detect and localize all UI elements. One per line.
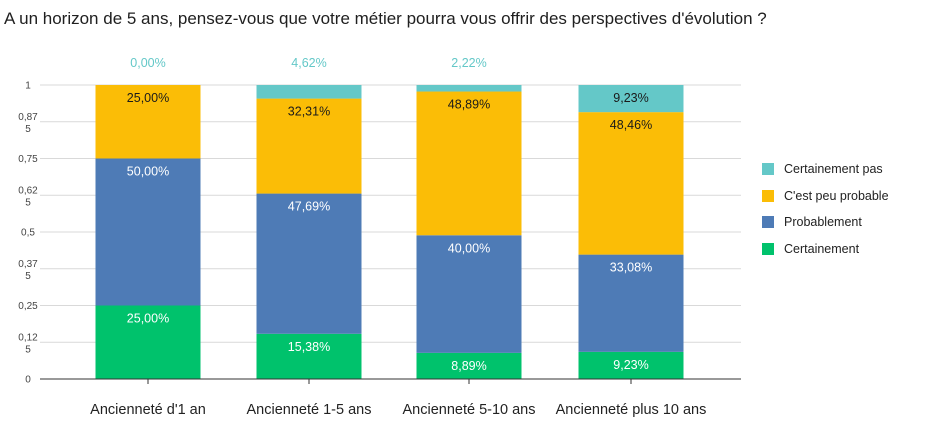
y-tick-label: 0,75 (18, 154, 38, 165)
data-label: 8,89% (451, 359, 486, 373)
data-label: 33,08% (610, 261, 652, 275)
legend-label: Probablement (784, 215, 862, 230)
y-tick-label-line: 5 (25, 124, 31, 135)
bar-segment (256, 98, 362, 194)
chart-title: A un horizon de 5 ans, pensez-vous que v… (4, 9, 767, 28)
bar-segment (578, 85, 684, 113)
legend-swatch (762, 216, 774, 229)
y-tick-label: 1 (25, 81, 31, 92)
x-tick-label: Ancienneté plus 10 ans (556, 402, 707, 418)
bar-segment (578, 112, 684, 255)
data-label: 25,00% (127, 312, 169, 326)
data-label: 47,69% (288, 200, 330, 214)
x-axis: Ancienneté d'1 an Ancienneté 1-5 ans Ancie… (40, 378, 741, 418)
legend-label: Certainement (784, 241, 860, 256)
x-tick-label: Ancienneté d'1 an (90, 402, 206, 418)
bar-segment (578, 254, 684, 352)
data-label: 2,22% (451, 56, 486, 70)
y-tick-label-line: 0,12 (18, 332, 38, 343)
data-label: 50,00% (127, 165, 169, 179)
data-label: 25,00% (127, 91, 169, 105)
y-tick-label: 0,12 5 (18, 332, 38, 355)
bar-segment (95, 305, 201, 379)
y-tick-label-line: 5 (25, 197, 31, 208)
x-tick-label: Ancienneté 5-10 ans (402, 402, 535, 418)
bar-segment (256, 193, 362, 334)
data-label: 15,38% (288, 340, 330, 354)
bar-segment (416, 352, 522, 379)
y-tick-label: 0,37 5 (18, 259, 38, 282)
y-tick-label: 0,5 (21, 228, 35, 239)
data-labels: 25,00% 50,00% 25,00% 0,00% 15,38% 47,69% 32,31… (127, 56, 652, 373)
data-label: 32,31% (288, 105, 330, 119)
y-tick-label-line: 5 (25, 271, 31, 282)
bar-segment (416, 235, 522, 353)
bars (95, 85, 684, 379)
data-label: 48,46% (610, 118, 652, 132)
y-axis-ticks: 00,12 50,250,37 50,50,62 50,750,87 51 (18, 81, 38, 386)
data-label: 9,23% (613, 91, 648, 105)
data-label: 9,23% (613, 358, 648, 372)
legend: Certainement pas C'est peu probable Probab… (762, 156, 889, 262)
y-tick-label-line: 0,62 (18, 185, 38, 196)
bar-segment (95, 85, 201, 159)
legend-swatch (762, 189, 774, 202)
data-label: 48,89% (448, 98, 490, 112)
legend-swatch (762, 242, 774, 255)
y-tick-label-line: 0,37 (18, 259, 38, 270)
y-tick-label: 0,87 5 (18, 112, 38, 135)
y-tick-label-line: 0,87 (18, 112, 38, 123)
data-label: 0,00% (130, 56, 165, 70)
legend-swatch (762, 163, 774, 176)
legend-label: C'est peu probable (784, 188, 889, 203)
legend-item: Certainement pas (762, 156, 889, 183)
bar-segment (256, 85, 362, 99)
data-label: 4,62% (291, 56, 326, 70)
y-tick-label: 0 (25, 375, 31, 386)
x-tick-label: Ancienneté 1-5 ans (247, 402, 372, 418)
bar-segment (95, 158, 201, 306)
bar-segment (416, 85, 522, 92)
legend-item: Probablement (762, 209, 889, 236)
legend-item: C'est peu probable (762, 183, 889, 210)
y-tick-label-line: 5 (25, 344, 31, 355)
y-tick-label: 0,25 (18, 301, 38, 312)
y-tick-label: 0,62 5 (18, 185, 38, 208)
legend-label: Certainement pas (784, 162, 883, 177)
legend-item: Certainement (762, 236, 889, 263)
bar-segment (416, 91, 522, 236)
bar-segment (578, 351, 684, 379)
bar-segment (256, 333, 362, 379)
data-label: 40,00% (448, 241, 490, 255)
